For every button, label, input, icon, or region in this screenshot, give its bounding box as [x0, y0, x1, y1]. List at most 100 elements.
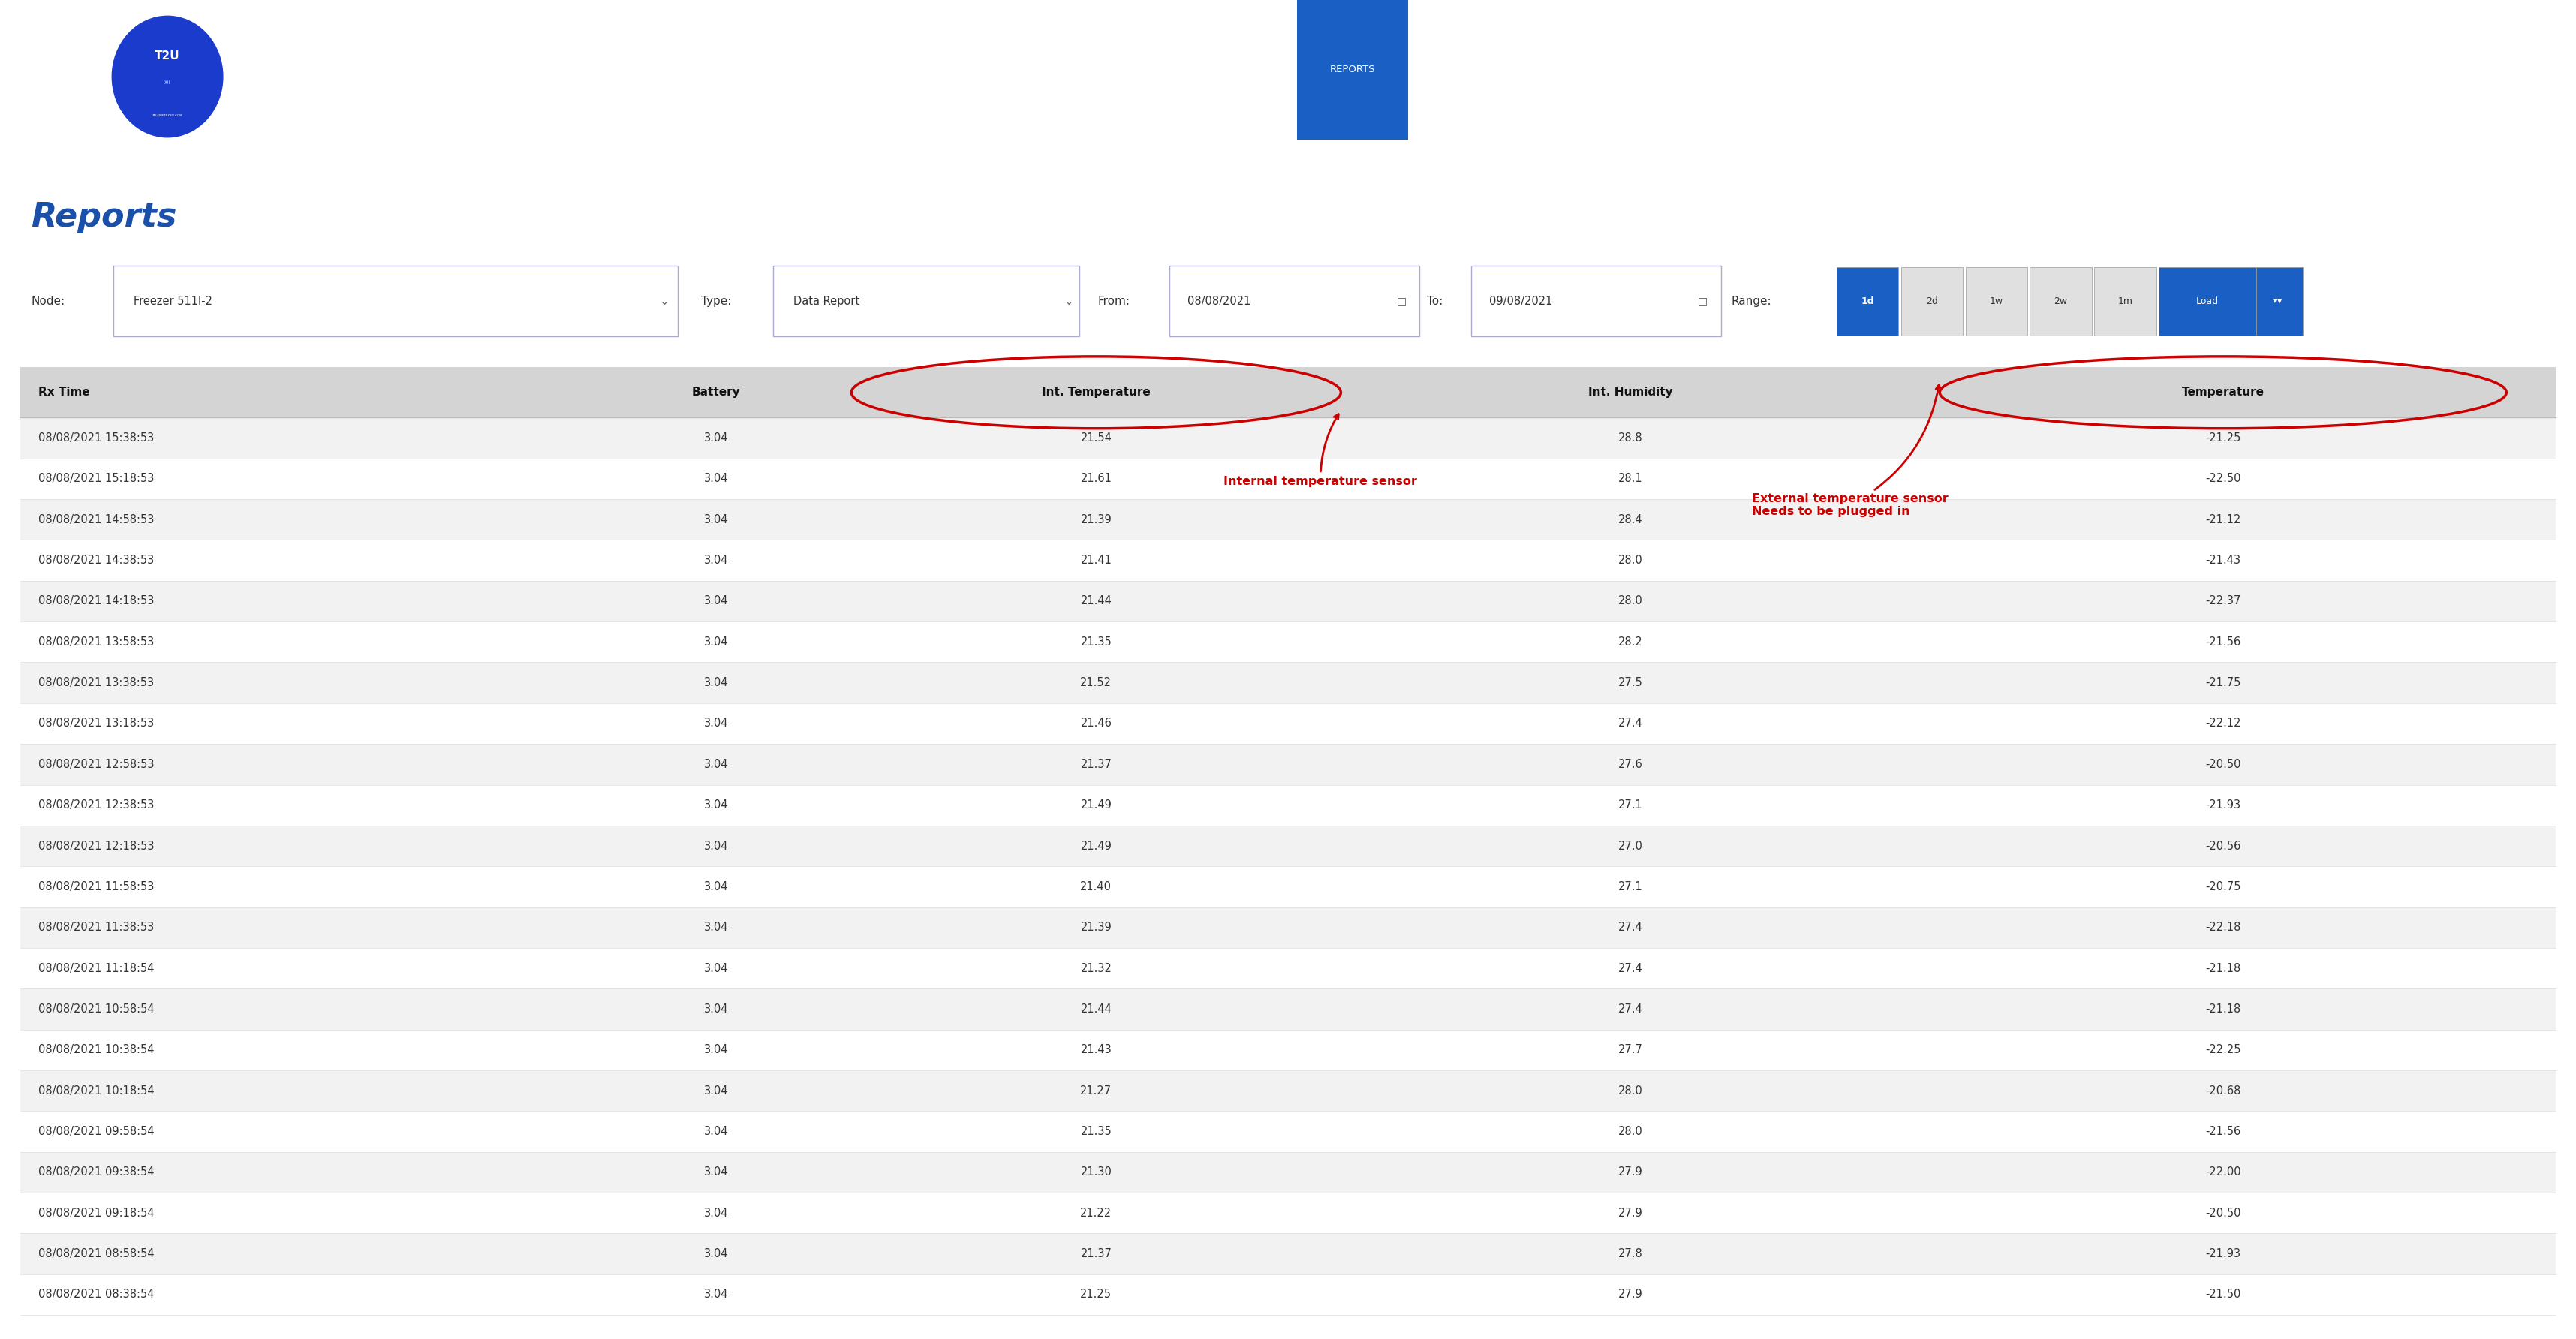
FancyBboxPatch shape [21, 988, 2555, 1030]
Text: ⌄: ⌄ [659, 296, 670, 307]
Text: 28.2: 28.2 [1618, 636, 1643, 648]
FancyBboxPatch shape [1471, 266, 1721, 336]
Text: 27.9: 27.9 [1618, 1166, 1643, 1178]
Text: -21.43: -21.43 [2205, 554, 2241, 566]
Text: 21.35: 21.35 [1079, 1126, 1113, 1137]
Text: HELP▾: HELP▾ [1904, 64, 1935, 75]
Text: 3.04: 3.04 [703, 636, 729, 648]
Text: 27.4: 27.4 [1618, 1003, 1643, 1015]
Text: 3.04: 3.04 [703, 1003, 729, 1015]
FancyBboxPatch shape [2159, 266, 2257, 335]
Text: 28.0: 28.0 [1618, 1126, 1643, 1137]
Text: 08/08/2021 15:18:53: 08/08/2021 15:18:53 [39, 473, 155, 485]
Text: 3.04: 3.04 [703, 759, 729, 770]
FancyBboxPatch shape [21, 418, 2555, 458]
Text: 08/08/2021 11:18:54: 08/08/2021 11:18:54 [39, 963, 155, 973]
Text: -22.18: -22.18 [2205, 921, 2241, 933]
Text: 3.04: 3.04 [703, 1248, 729, 1260]
FancyBboxPatch shape [21, 907, 2555, 948]
Text: 28.4: 28.4 [1618, 514, 1643, 525]
Text: ▾: ▾ [2272, 297, 2277, 305]
Text: 08/08/2021 13:58:53: 08/08/2021 13:58:53 [39, 636, 155, 648]
Text: -22.50: -22.50 [2205, 473, 2241, 485]
Text: Internal temperature sensor: Internal temperature sensor [1224, 414, 1417, 487]
Text: -21.93: -21.93 [2205, 799, 2241, 810]
FancyBboxPatch shape [21, 1070, 2555, 1111]
Text: 27.4: 27.4 [1618, 718, 1643, 730]
Text: 21.32: 21.32 [1079, 963, 1113, 973]
Text: Rx Time: Rx Time [39, 387, 90, 398]
Text: 27.8: 27.8 [1618, 1248, 1643, 1260]
FancyBboxPatch shape [21, 1030, 2555, 1070]
Text: 27.6: 27.6 [1618, 759, 1643, 770]
Text: 08/08/2021 10:38:54: 08/08/2021 10:38:54 [39, 1044, 155, 1055]
Text: 27.7: 27.7 [1618, 1044, 1643, 1055]
Text: 21.49: 21.49 [1079, 841, 1113, 852]
Text: -21.25: -21.25 [2205, 432, 2241, 443]
Text: 3.04: 3.04 [703, 718, 729, 730]
Text: 3.04: 3.04 [703, 1126, 729, 1137]
Text: 08/08/2021 14:38:53: 08/08/2021 14:38:53 [39, 554, 155, 566]
Text: -22.00: -22.00 [2205, 1166, 2241, 1178]
Text: 21.61: 21.61 [1079, 473, 1113, 485]
Text: -21.56: -21.56 [2205, 1126, 2241, 1137]
Text: -20.75: -20.75 [2205, 881, 2241, 892]
Text: 27.1: 27.1 [1618, 799, 1643, 810]
Text: )))): )))) [165, 80, 170, 84]
Text: 3.04: 3.04 [703, 1289, 729, 1300]
Text: 3.04: 3.04 [703, 514, 729, 525]
Text: 27.5: 27.5 [1618, 678, 1643, 688]
Text: 21.52: 21.52 [1079, 678, 1113, 688]
Text: 27.4: 27.4 [1618, 963, 1643, 973]
Text: -21.18: -21.18 [2205, 963, 2241, 973]
Text: 28.0: 28.0 [1618, 596, 1643, 607]
FancyBboxPatch shape [1837, 266, 1899, 335]
Text: 21.35: 21.35 [1079, 636, 1113, 648]
FancyBboxPatch shape [21, 1111, 2555, 1152]
Text: 21.22: 21.22 [1079, 1208, 1113, 1218]
Text: 21.40: 21.40 [1079, 881, 1113, 892]
Text: -20.56: -20.56 [2205, 841, 2241, 852]
Text: 08/08/2021 13:18:53: 08/08/2021 13:18:53 [39, 718, 155, 730]
Text: 08/08/2021: 08/08/2021 [1188, 296, 1252, 307]
Text: LOGOUT: LOGOUT [1795, 64, 1837, 75]
Text: 3.04: 3.04 [703, 473, 729, 485]
Text: -21.93: -21.93 [2205, 1248, 2241, 1260]
Text: Int. Temperature: Int. Temperature [1041, 387, 1151, 398]
Text: 3.04: 3.04 [703, 799, 729, 810]
Text: Temperature: Temperature [2182, 387, 2264, 398]
Text: 08/08/2021 12:58:53: 08/08/2021 12:58:53 [39, 759, 155, 770]
Text: 3.04: 3.04 [703, 1166, 729, 1178]
Text: 1d: 1d [1860, 296, 1875, 307]
Text: 08/08/2021 09:38:54: 08/08/2021 09:38:54 [39, 1166, 155, 1178]
FancyBboxPatch shape [21, 663, 2555, 703]
Text: 08/08/2021 09:18:54: 08/08/2021 09:18:54 [39, 1208, 155, 1218]
Text: 2w: 2w [2053, 296, 2069, 307]
FancyBboxPatch shape [21, 1152, 2555, 1193]
Text: 21.39: 21.39 [1079, 514, 1113, 525]
Text: 21.46: 21.46 [1079, 718, 1113, 730]
Text: -20.50: -20.50 [2205, 759, 2241, 770]
Text: 21.49: 21.49 [1079, 799, 1113, 810]
Text: 08/08/2021 08:38:54: 08/08/2021 08:38:54 [39, 1289, 155, 1300]
Text: 3.04: 3.04 [703, 841, 729, 852]
FancyBboxPatch shape [21, 499, 2555, 540]
FancyBboxPatch shape [21, 866, 2555, 907]
Text: Reports: Reports [31, 201, 178, 233]
Text: 3.04: 3.04 [703, 963, 729, 973]
Text: -21.56: -21.56 [2205, 636, 2241, 648]
Text: ⌄: ⌄ [1064, 296, 1074, 307]
Text: -21.12: -21.12 [2205, 514, 2241, 525]
Text: -21.75: -21.75 [2205, 678, 2241, 688]
FancyBboxPatch shape [21, 458, 2555, 499]
FancyBboxPatch shape [21, 367, 2555, 418]
Text: 08/08/2021 08:58:54: 08/08/2021 08:58:54 [39, 1248, 155, 1260]
Text: 3.04: 3.04 [703, 678, 729, 688]
Text: Data Report: Data Report [793, 296, 860, 307]
Text: -22.12: -22.12 [2205, 718, 2241, 730]
Text: REPORTS: REPORTS [1329, 64, 1376, 75]
Text: 21.37: 21.37 [1079, 759, 1113, 770]
Text: 28.1: 28.1 [1618, 473, 1643, 485]
Text: □: □ [1698, 296, 1708, 307]
Text: -21.18: -21.18 [2205, 1003, 2241, 1015]
